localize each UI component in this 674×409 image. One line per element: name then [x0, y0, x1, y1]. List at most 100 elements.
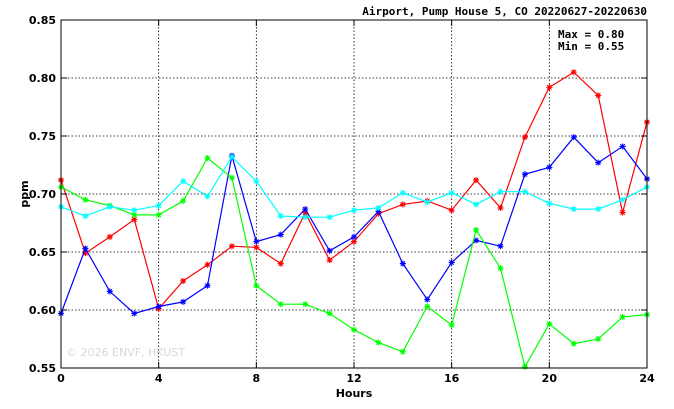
- x-tick-label: 8: [253, 372, 261, 385]
- data-point: [351, 207, 357, 214]
- data-point: [155, 303, 162, 310]
- data-point: [82, 213, 89, 220]
- x-tick-label: 16: [444, 372, 460, 385]
- data-point: [351, 326, 357, 333]
- series-0: [58, 69, 650, 312]
- data-point: [546, 320, 553, 327]
- data-point: [277, 260, 284, 267]
- data-point: [473, 177, 480, 184]
- data-point: [570, 134, 577, 141]
- data-point: [521, 134, 528, 141]
- data-point: [326, 247, 333, 254]
- data-point: [204, 193, 211, 200]
- x-tick-label: 24: [639, 372, 655, 385]
- series-1: [58, 134, 650, 317]
- data-point: [253, 282, 260, 289]
- data-point: [180, 178, 187, 185]
- data-point: [106, 203, 113, 210]
- data-point: [106, 233, 113, 240]
- watermark: © 2026 ENVF, HKUST: [66, 346, 185, 359]
- data-point: [253, 178, 260, 185]
- data-point: [399, 260, 406, 267]
- data-point: [326, 214, 333, 221]
- data-point: [351, 233, 357, 240]
- data-point: [595, 159, 602, 166]
- data-point: [497, 204, 504, 211]
- data-point: [228, 243, 235, 250]
- data-point: [131, 211, 138, 218]
- data-point: [473, 201, 480, 208]
- data-point: [497, 243, 504, 250]
- x-tick-label: 4: [155, 372, 163, 385]
- data-point: [473, 226, 480, 233]
- data-point: [180, 298, 187, 305]
- data-point: [106, 288, 113, 295]
- data-point: [204, 282, 211, 289]
- data-point: [595, 92, 602, 99]
- data-point: [619, 313, 626, 320]
- x-tick-label: 20: [542, 372, 558, 385]
- data-point: [595, 336, 602, 342]
- data-point: [204, 155, 211, 162]
- y-tick-label: 0.70: [29, 188, 56, 201]
- data-point: [82, 196, 89, 203]
- y-tick-label: 0.75: [29, 130, 56, 143]
- data-point: [302, 206, 309, 213]
- x-tick-label: 0: [57, 372, 65, 385]
- data-point: [155, 202, 162, 209]
- data-point: [228, 174, 235, 181]
- x-axis-title: Hours: [336, 387, 373, 400]
- data-point: [546, 200, 553, 207]
- data-point: [399, 348, 406, 355]
- series-3: [58, 153, 650, 221]
- data-point: [570, 206, 577, 213]
- y-tick-label: 0.65: [29, 246, 56, 259]
- data-point: [253, 244, 260, 251]
- y-axis-title: ppm: [18, 180, 31, 207]
- data-point: [619, 196, 626, 203]
- data-point: [473, 237, 480, 244]
- y-tick-label: 0.85: [29, 14, 56, 27]
- data-point: [521, 171, 528, 178]
- data-point: [180, 197, 187, 204]
- data-point: [570, 69, 577, 76]
- data-point: [595, 206, 602, 213]
- data-point: [424, 303, 431, 310]
- data-point: [546, 164, 553, 171]
- data-point: [155, 211, 162, 218]
- data-point: [375, 208, 382, 215]
- data-point: [326, 257, 333, 264]
- data-point: [253, 238, 260, 245]
- data-point: [448, 207, 455, 214]
- data-point: [399, 201, 406, 208]
- data-point: [448, 189, 455, 196]
- y-tick-label: 0.80: [29, 72, 56, 85]
- axis-ticks: 0 4 8 12 16 20 24 0.55 0.60 0.65 0.70 0.75 0.80 0.85: [29, 14, 655, 385]
- data-point: [277, 231, 284, 238]
- data-point: [351, 238, 357, 245]
- data-point: [521, 188, 528, 195]
- data-point: [82, 245, 89, 252]
- data-point: [131, 310, 138, 317]
- data-point: [302, 214, 309, 221]
- data-point: [497, 265, 504, 272]
- data-point: [375, 204, 382, 211]
- data-point: [82, 250, 89, 257]
- data-point: [302, 209, 309, 216]
- series-layer: [58, 69, 650, 370]
- data-point: [302, 301, 309, 308]
- data-point: [570, 340, 577, 347]
- data-point: [497, 188, 504, 195]
- data-point: [546, 84, 553, 91]
- data-point: [277, 301, 284, 308]
- max-label: Max = 0.80: [558, 28, 624, 41]
- x-tick-label: 12: [346, 372, 361, 385]
- data-point: [399, 189, 406, 196]
- data-point: [619, 143, 626, 150]
- data-point: [619, 209, 626, 216]
- data-point: [448, 322, 455, 329]
- grid-lines: [61, 20, 647, 368]
- data-point: [228, 153, 235, 160]
- data-point: [326, 310, 333, 317]
